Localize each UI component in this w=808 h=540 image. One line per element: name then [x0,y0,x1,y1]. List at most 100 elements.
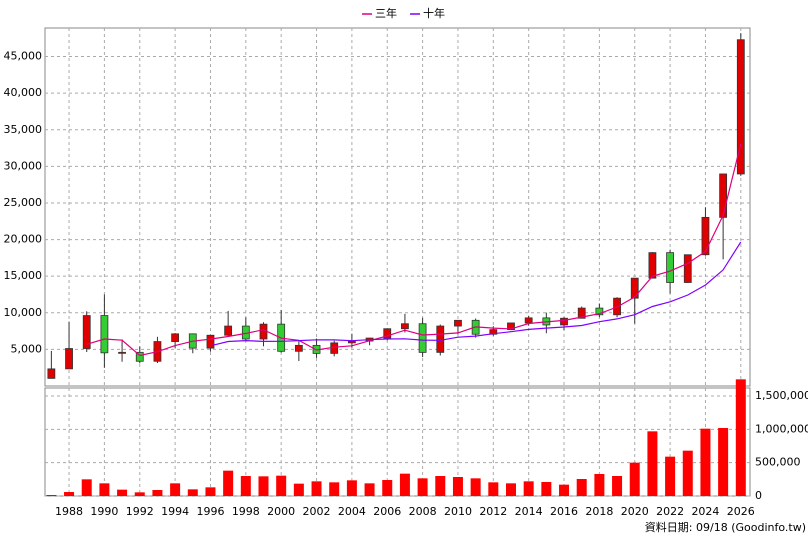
y-tick-label: 5,000 [11,342,43,355]
x-tick-label: 2018 [585,505,613,518]
volume-bar [523,481,534,496]
volume-bar [46,495,57,496]
candle-body [436,325,445,353]
x-tick-label: 2016 [550,505,578,518]
volume-bar [64,492,75,496]
price-panel [44,27,751,387]
candle-body [719,173,728,218]
y-tick-label: 15,000 [4,269,43,282]
volume-bar [594,474,605,496]
volume-bar [559,484,570,496]
y-tick-label: 25,000 [4,196,43,209]
candle-body [294,344,303,352]
volume-bar [223,470,234,496]
volume-panel [44,387,751,497]
y-tick-label: 20,000 [4,233,43,246]
candle-body [683,254,692,283]
volume-bar [452,477,463,496]
volume-bar [240,476,251,496]
candle-body [171,333,180,342]
y2-tick-label: 1,000,000 [755,422,808,435]
x-tick-label: 1994 [161,505,189,518]
candle-body [118,351,126,354]
y2-tick-label: 0 [755,489,762,502]
candle-body [47,368,56,379]
y-tick-label: 35,000 [4,123,43,136]
volume-bar [435,476,446,496]
volume-bar [258,476,269,496]
candle-body [524,317,533,324]
volume-bar [205,487,216,496]
candle-body [577,307,586,319]
candle-body [736,39,745,175]
candle-body [383,328,392,339]
candle-body [100,315,109,354]
candle-body [135,351,144,362]
volume-bar [665,456,676,496]
x-tick-label: 2000 [267,505,295,518]
y-tick-label: 45,000 [4,50,43,63]
volume-bar [488,482,499,496]
y-tick-label: 30,000 [4,159,43,172]
volume-bar [700,428,711,496]
source-note: 資料日期: 09/18 (Goodinfo.tw) [645,520,806,534]
candle-body [595,307,604,316]
candle-body [454,319,462,327]
x-tick-label: 2008 [409,505,437,518]
y-tick-label: 40,000 [4,86,43,99]
x-tick-label: 1996 [196,505,224,518]
candle-body [418,323,427,353]
x-tick-label: 2024 [691,505,719,518]
y2-tick-label: 1,500,000 [755,389,808,402]
candle-body [701,216,710,256]
volume-bar [170,483,181,496]
volume-bar [329,482,340,496]
x-tick-label: 1990 [90,505,118,518]
volume-bar [470,478,481,496]
y2-tick-label: 500,000 [755,456,801,469]
candle-body [65,348,73,370]
volume-bar [541,482,552,496]
volume-bar [364,483,375,496]
candle-body [206,334,215,349]
legend-label: 十年 [423,6,445,20]
candle-body [259,323,268,340]
x-tick-label: 2014 [515,505,543,518]
candle-body [630,277,639,299]
x-tick-label: 2004 [338,505,366,518]
volume-bar [682,450,693,496]
volume-bar [505,483,516,496]
volume-bar [152,490,163,496]
volume-bar [417,478,428,496]
volume-bar [276,475,287,496]
volume-bar [187,489,198,496]
volume-bar [99,483,110,496]
candle-body [224,325,233,336]
x-tick-label: 2002 [303,505,331,518]
ma-line [210,241,742,347]
x-tick-label: 2006 [373,505,401,518]
volume-bar [81,479,92,496]
volume-bar [311,481,322,496]
candle-body [560,317,568,326]
candle-body [648,252,657,279]
legend-label: 三年 [375,6,397,20]
candle-body [401,323,409,330]
x-tick-label: 2020 [621,505,649,518]
volume-bar [134,492,145,496]
volume-bar [382,480,393,496]
y-tick-label: 10,000 [4,306,43,319]
x-tick-label: 1992 [126,505,154,518]
volume-bar [293,483,304,496]
candle-body [666,252,674,283]
volume-bar [576,479,587,496]
volume-bar [612,476,623,496]
candle-body [507,322,515,331]
x-tick-label: 1998 [232,505,260,518]
ma-line [86,143,742,357]
volume-bar [117,489,128,496]
x-tick-label: 2012 [479,505,507,518]
x-tick-label: 1988 [55,505,83,518]
volume-bar [346,480,357,496]
